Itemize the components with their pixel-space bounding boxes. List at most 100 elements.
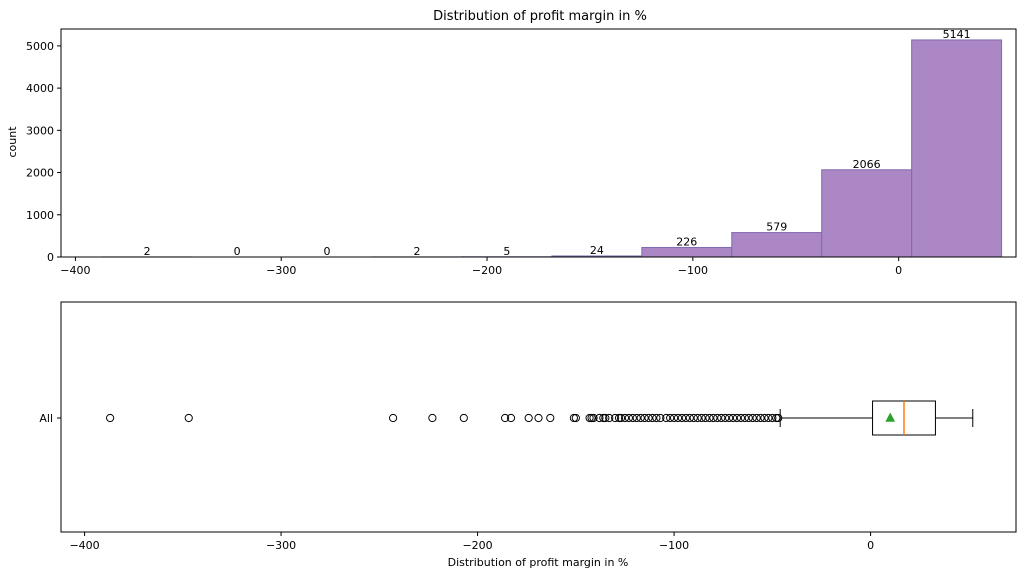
histogram-bar bbox=[821, 169, 913, 258]
histogram-bar-label: 226 bbox=[676, 235, 697, 248]
boxplot-outlier-point bbox=[534, 413, 543, 423]
boxplot-outlier-point bbox=[725, 413, 734, 423]
boxplot-outlier-point bbox=[589, 413, 598, 423]
boxplot-x-tick-label: −100 bbox=[659, 539, 689, 552]
histogram-y-tick-label: 3000 bbox=[26, 124, 54, 137]
histogram-x-tick-label: 0 bbox=[895, 264, 902, 277]
histogram-y-tick-label: 0 bbox=[47, 251, 54, 264]
histogram-frame bbox=[60, 28, 1017, 258]
boxplot-outlier-point bbox=[728, 413, 738, 423]
boxplot-outlier-point bbox=[752, 413, 761, 423]
boxplot-outlier-point bbox=[640, 413, 649, 423]
histogram-bar bbox=[911, 39, 1003, 258]
boxplot-outlier-point bbox=[459, 413, 468, 423]
histogram-bar-label: 0 bbox=[324, 245, 331, 258]
boxplot-outlier-point bbox=[681, 413, 690, 423]
boxplot-outlier-point bbox=[632, 413, 641, 423]
boxplot-x-tick-label: −400 bbox=[69, 539, 99, 552]
boxplot-outlier-point bbox=[701, 413, 710, 423]
histogram-x-tick-label: −100 bbox=[678, 264, 708, 277]
boxplot-outlier-point bbox=[599, 413, 608, 423]
histogram-y-tick-label: 1000 bbox=[26, 209, 54, 222]
boxplot-x-tick-label: −200 bbox=[462, 539, 492, 552]
histogram-bar-label: 2066 bbox=[853, 158, 881, 171]
boxplot-outlier-point bbox=[713, 413, 722, 423]
boxplot-outlier-point bbox=[760, 413, 769, 423]
histogram-bar-label: 24 bbox=[590, 244, 604, 257]
histogram-bar-label: 2 bbox=[144, 245, 151, 258]
boxplot-outlier-point bbox=[764, 413, 773, 423]
histogram-bar bbox=[731, 232, 823, 258]
boxplot-outlier-point bbox=[721, 413, 730, 423]
boxplot-outlier-point bbox=[768, 413, 777, 423]
boxplot-outlier-point bbox=[546, 413, 555, 423]
boxplot-outlier-point bbox=[709, 413, 718, 423]
boxplot-outlier-point bbox=[628, 413, 637, 423]
boxplot-outlier-point bbox=[689, 413, 698, 423]
boxplot-mean-marker bbox=[885, 412, 896, 422]
boxplot-outlier-point bbox=[666, 413, 675, 423]
histogram-bar bbox=[641, 246, 733, 258]
boxplot-x-tick-label: −300 bbox=[266, 539, 296, 552]
histogram-x-tick-label: −200 bbox=[472, 264, 502, 277]
boxplot-outlier-point bbox=[736, 413, 745, 423]
boxplot-outlier-point bbox=[506, 413, 516, 423]
boxplot-outlier-point bbox=[636, 413, 645, 423]
boxplot-outlier-point bbox=[673, 413, 683, 423]
boxplot-outlier-point bbox=[662, 413, 671, 423]
boxplot-outlier-point bbox=[624, 413, 633, 423]
boxplot-outlier-point bbox=[697, 413, 706, 423]
boxplot-outlier-point bbox=[524, 413, 533, 423]
boxplot-outlier-point bbox=[595, 413, 604, 423]
histogram-bar-label: 5 bbox=[503, 245, 510, 258]
boxplot-outlier-point bbox=[756, 413, 765, 423]
boxplot-outlier-point bbox=[620, 413, 630, 423]
boxplot-outlier-point bbox=[669, 413, 679, 423]
boxplot-outlier-point bbox=[717, 413, 726, 423]
boxplot-outlier-point bbox=[585, 413, 594, 423]
histogram-y-tick-label: 2000 bbox=[26, 167, 54, 180]
boxplot-x-axis-title: Distribution of profit margin in % bbox=[448, 556, 629, 569]
boxplot-outlier-point bbox=[601, 413, 610, 423]
boxplot-outlier-point bbox=[388, 413, 398, 423]
boxplot-outlier-point bbox=[744, 413, 753, 423]
boxplot-x-tick-label: 0 bbox=[867, 539, 874, 552]
boxplot-category-label: All bbox=[39, 412, 53, 425]
histogram-chart: Distribution of profit margin in % count… bbox=[6, 9, 1017, 277]
boxplot-outlier-point bbox=[611, 413, 620, 423]
boxplot-outlier-point bbox=[184, 413, 193, 423]
histogram-x-tick-label: −300 bbox=[266, 264, 296, 277]
boxplot-outlier-point bbox=[428, 413, 437, 423]
histogram-bar-label: 5141 bbox=[943, 28, 971, 41]
boxplot-outlier-point bbox=[500, 413, 510, 423]
boxplot-outlier-point bbox=[677, 413, 687, 423]
boxplot-outlier-point bbox=[740, 413, 749, 423]
histogram-bar-label: 0 bbox=[234, 245, 241, 258]
boxplot-outlier-point bbox=[705, 413, 714, 423]
boxplot-outlier-point bbox=[693, 413, 702, 423]
boxplot-outlier-point bbox=[571, 413, 580, 423]
boxplot-outlier-point bbox=[652, 413, 661, 423]
boxplot-outlier-point bbox=[616, 413, 626, 423]
histogram-x-tick-label: −400 bbox=[60, 264, 90, 277]
histogram-y-tick-label: 5000 bbox=[26, 40, 54, 53]
histogram-bar-label: 579 bbox=[766, 221, 787, 234]
histogram-bar-label: 2 bbox=[413, 245, 420, 258]
boxplot-outlier-point bbox=[569, 413, 578, 423]
boxplot-outlier-point bbox=[644, 413, 653, 423]
histogram-y-axis-title: count bbox=[6, 126, 19, 158]
boxplot-outlier-point bbox=[648, 413, 657, 423]
boxplot-outlier-point bbox=[106, 413, 115, 423]
boxplot-chart: −400 −300 −200 −100 0 All Distribution of pr… bbox=[39, 301, 1017, 569]
boxplot-outlier-point bbox=[685, 413, 694, 423]
boxplot-outlier-point bbox=[656, 413, 665, 423]
boxplot-outlier-point bbox=[614, 413, 624, 423]
boxplot-outlier-point bbox=[748, 413, 757, 423]
histogram-y-tick-label: 4000 bbox=[26, 82, 54, 95]
boxplot-outlier-point bbox=[587, 413, 596, 423]
boxplot-frame bbox=[60, 301, 1017, 533]
histogram-title: Distribution of profit margin in % bbox=[433, 9, 647, 24]
boxplot-outlier-point bbox=[732, 413, 742, 423]
boxplot-outlier-point bbox=[605, 413, 614, 423]
